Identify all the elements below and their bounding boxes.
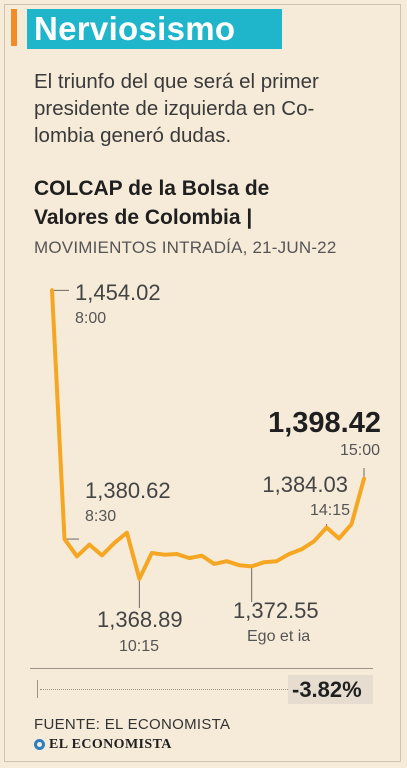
data-point bbox=[262, 560, 266, 564]
data-label-value: 1,368.89 bbox=[97, 607, 183, 632]
data-point bbox=[62, 537, 67, 541]
data-point bbox=[187, 556, 191, 560]
data-point bbox=[137, 577, 141, 581]
data-label-time: 8:30 bbox=[85, 508, 116, 525]
title-background bbox=[27, 9, 282, 49]
data-label-time: 10:15 bbox=[119, 638, 159, 655]
card-frame bbox=[4, 4, 401, 762]
data-point bbox=[324, 525, 329, 530]
data-point bbox=[300, 547, 304, 551]
change-value: -3.82% bbox=[292, 677, 362, 702]
data-point bbox=[112, 541, 116, 545]
subtitle-line: El triunfo del que será el primer bbox=[34, 70, 319, 93]
data-point bbox=[250, 564, 254, 569]
data-label-value: 1,380.62 bbox=[85, 478, 171, 503]
data-point bbox=[237, 563, 241, 567]
data-label-time: 14:15 bbox=[310, 502, 350, 519]
data-label-time: 15:00 bbox=[340, 442, 380, 459]
chart-title: COLCAP de la Bolsa de Valores de Colombi… bbox=[34, 174, 394, 232]
data-point bbox=[50, 288, 54, 292]
chart-subtitle: MOVIMIENTOS INTRADÍA, 21-JUN-22 bbox=[34, 238, 337, 257]
logo-text: EL ECONOMISTA bbox=[49, 737, 172, 752]
source-note: FUENTE: EL ECONOMISTA bbox=[34, 716, 231, 733]
data-point bbox=[175, 552, 179, 556]
page-subtitle: El triunfo del que será el primer presid… bbox=[34, 68, 384, 149]
data-point bbox=[212, 562, 216, 566]
data-label-value: 1,372.55 bbox=[233, 598, 319, 623]
data-label-value: 1,384.03 bbox=[262, 472, 348, 497]
data-point bbox=[200, 554, 204, 558]
change-tick bbox=[37, 680, 38, 698]
change-row: -3.82% bbox=[30, 672, 373, 706]
data-point bbox=[362, 477, 366, 481]
data-point bbox=[225, 559, 229, 563]
data-point bbox=[275, 559, 279, 563]
title-accent-bar bbox=[11, 9, 17, 46]
change-badge bbox=[288, 675, 373, 704]
data-label-value: 1,454.02 bbox=[75, 280, 161, 305]
data-point bbox=[312, 539, 316, 543]
data-point bbox=[162, 553, 166, 557]
data-label-time: Ego et ia bbox=[247, 628, 310, 645]
data-point bbox=[75, 554, 79, 559]
chart-title-line: COLCAP de la Bolsa de bbox=[34, 177, 270, 200]
data-point bbox=[87, 542, 92, 547]
series-line bbox=[50, 288, 366, 581]
logo-icon bbox=[34, 739, 45, 750]
data-point bbox=[100, 553, 104, 558]
chart-separator bbox=[30, 668, 373, 669]
data-point bbox=[287, 552, 291, 556]
data-point bbox=[125, 531, 129, 535]
data-label-value: 1,398.42 bbox=[268, 407, 381, 439]
subtitle-line: presidente de izquierda en Co- bbox=[34, 97, 315, 120]
line-chart: 1,454.02 8:00 1,380.62 8:30 1,368.89 10:15 1,3… bbox=[50, 280, 381, 655]
data-point bbox=[349, 522, 354, 526]
change-dotted-line bbox=[40, 689, 290, 690]
data-point bbox=[337, 536, 341, 541]
page-title: Nerviosismo bbox=[34, 10, 236, 47]
chart-title-line: Valores de Colombia | bbox=[34, 206, 253, 229]
data-point bbox=[150, 551, 154, 555]
data-label-time: 8:00 bbox=[75, 310, 106, 327]
subtitle-line: lombia generó dudas. bbox=[34, 124, 232, 147]
